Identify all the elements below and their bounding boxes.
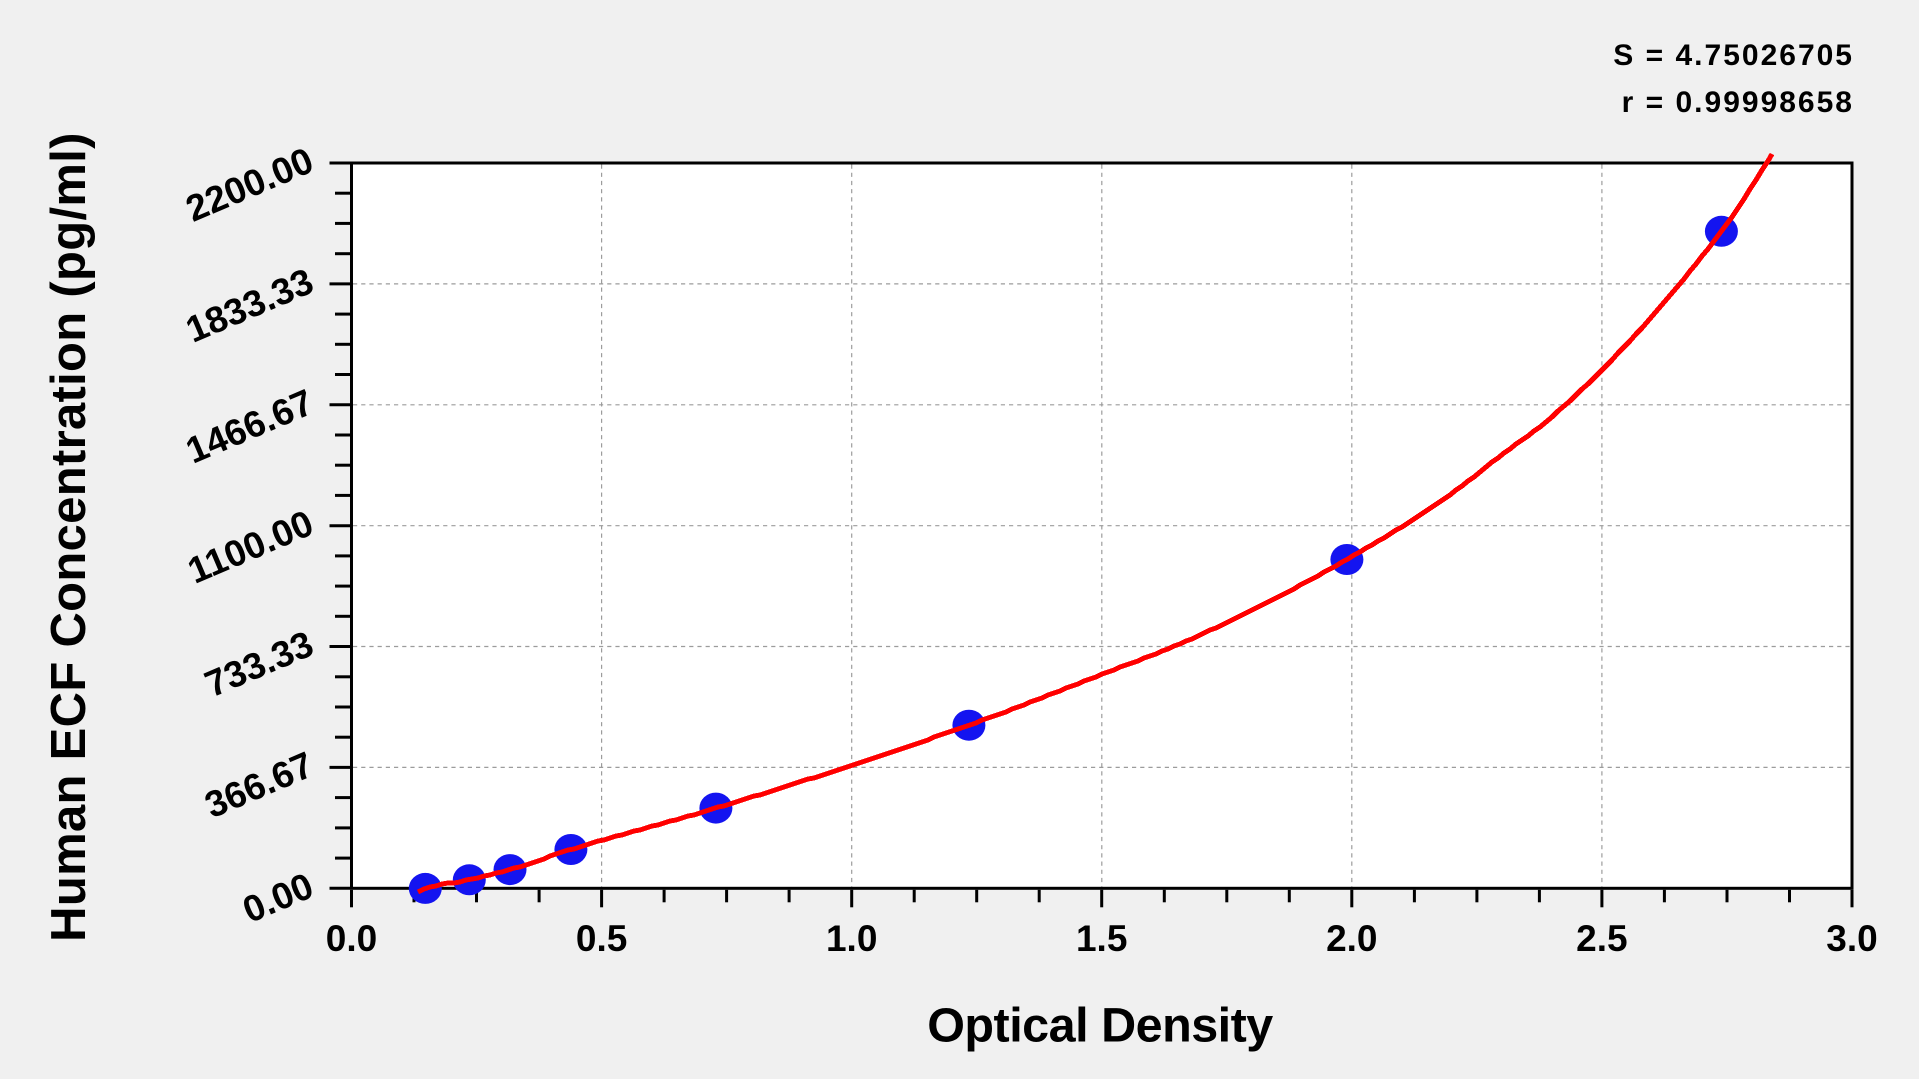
svg-text:1.0: 1.0 xyxy=(826,918,877,959)
svg-text:1.5: 1.5 xyxy=(1076,918,1127,959)
svg-text:2.5: 2.5 xyxy=(1576,918,1627,959)
svg-text:Human ECF Concentration (pg/ml: Human ECF Concentration (pg/ml) xyxy=(42,132,96,942)
svg-text:r = 0.99998658: r = 0.99998658 xyxy=(1622,86,1854,119)
svg-text:Optical Density: Optical Density xyxy=(927,999,1273,1053)
svg-text:S = 4.75026705: S = 4.75026705 xyxy=(1613,39,1854,72)
svg-text:3.0: 3.0 xyxy=(1826,918,1877,959)
svg-text:0.5: 0.5 xyxy=(576,918,627,959)
svg-text:0.0: 0.0 xyxy=(326,918,377,959)
svg-text:2.0: 2.0 xyxy=(1326,918,1377,959)
